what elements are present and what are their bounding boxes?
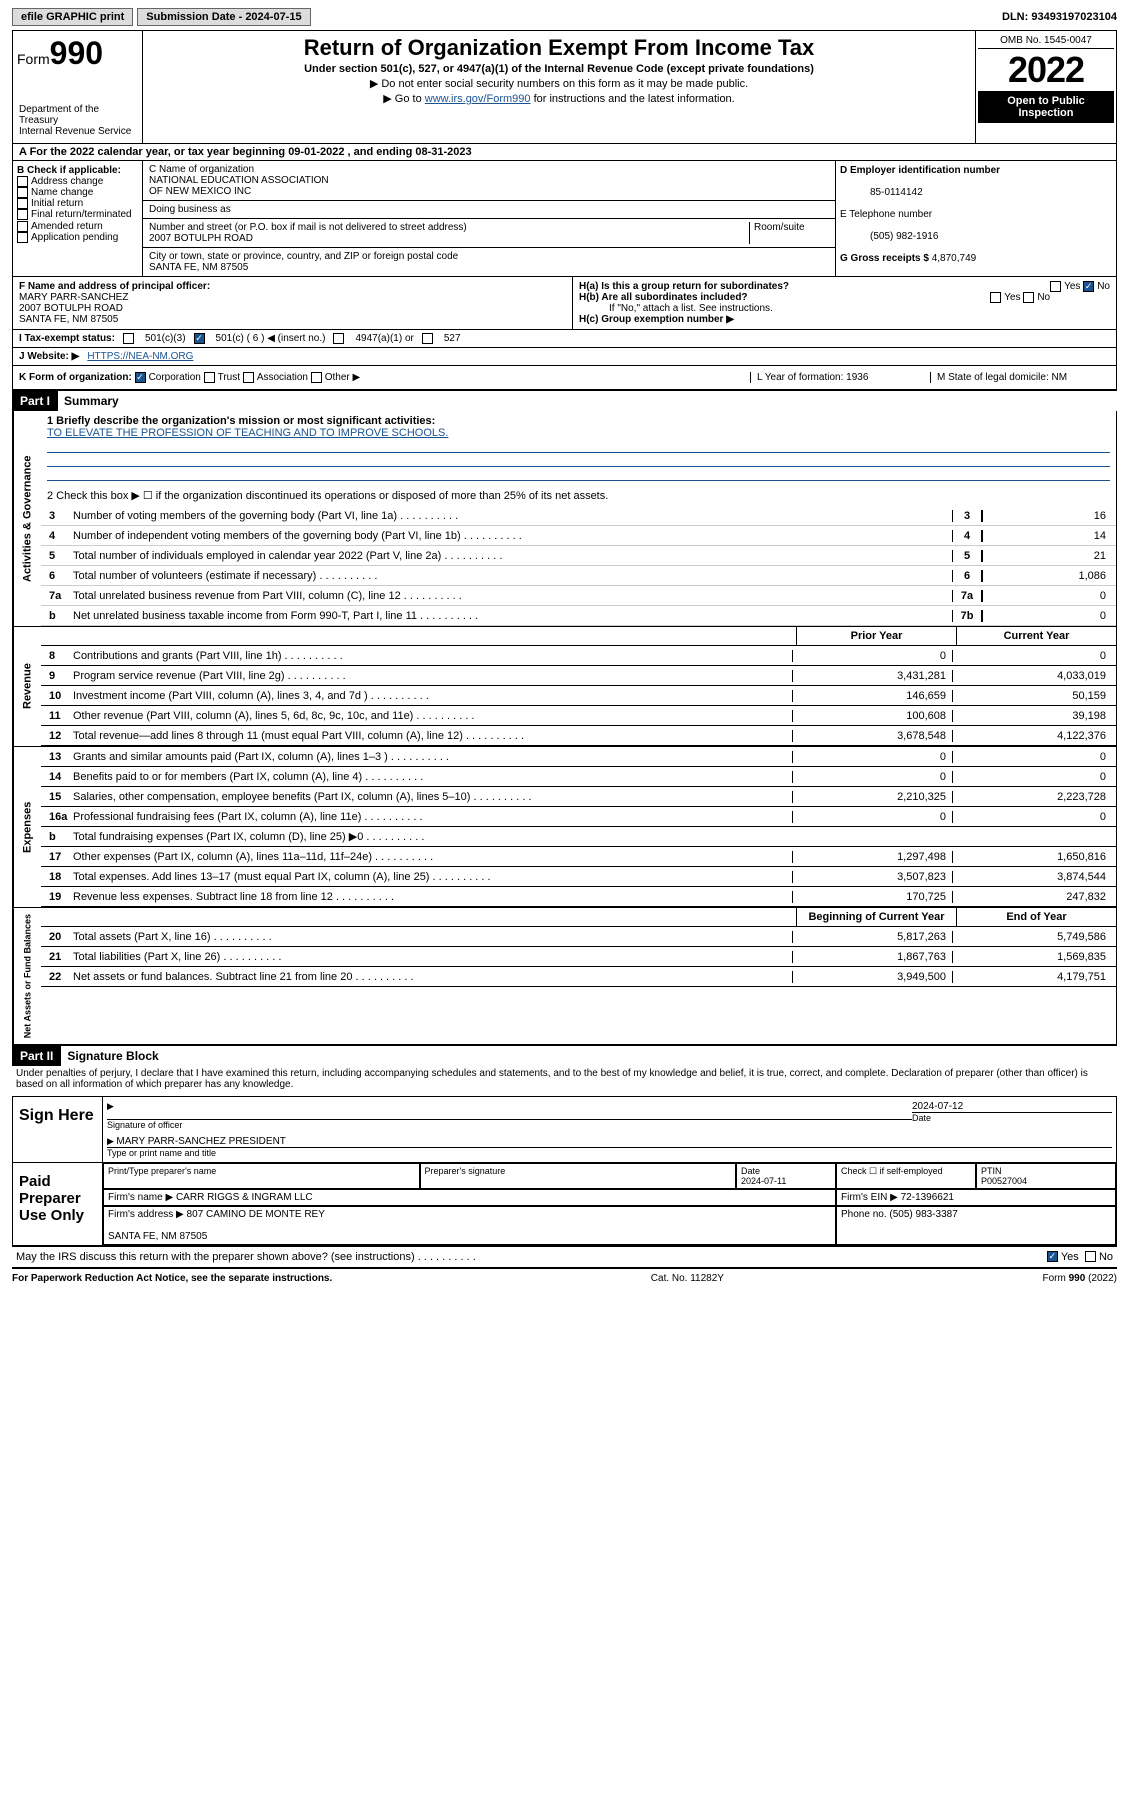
form-header: Form990 Department of the Treasury Inter…	[12, 30, 1117, 144]
firm-ein: 72-1396621	[901, 1192, 954, 1203]
tax-year: 2022	[978, 49, 1114, 91]
row-klm: K Form of organization: Corporation Trus…	[12, 366, 1117, 390]
line-6: 6 Total number of volunteers (estimate i…	[41, 566, 1116, 586]
efile-button[interactable]: efile GRAPHIC print	[12, 8, 133, 26]
line-b: b Net unrelated business taxable income …	[41, 606, 1116, 626]
col-begin-year: Beginning of Current Year	[796, 908, 956, 926]
line-18: 18 Total expenses. Add lines 13–17 (must…	[41, 867, 1116, 887]
officer-printed: MARY PARR-SANCHEZ PRESIDENT	[116, 1136, 285, 1147]
subtitle-1: Under section 501(c), 527, or 4947(a)(1)…	[151, 63, 967, 75]
subtitle-2: ▶ Do not enter social security numbers o…	[151, 77, 967, 90]
form-number: Form990	[17, 35, 138, 72]
officer-addr: 2007 BOTULPH ROAD SANTA FE, NM 87505	[19, 303, 123, 325]
dept-treasury: Department of the Treasury Internal Reve…	[17, 102, 138, 139]
sign-here-label: Sign Here	[13, 1097, 103, 1162]
phone: (505) 982-1916	[840, 231, 938, 242]
firm-phone: (505) 983-3387	[889, 1209, 957, 1220]
line-10: 10 Investment income (Part VIII, column …	[41, 686, 1116, 706]
sig-date: 2024-07-12	[912, 1101, 1112, 1112]
line-14: 14 Benefits paid to or for members (Part…	[41, 767, 1116, 787]
section-bcde: B Check if applicable: Address change Na…	[12, 161, 1117, 277]
year-formation: L Year of formation: 1936	[750, 372, 930, 383]
col-current-year: Current Year	[956, 627, 1116, 645]
line-22: 22 Net assets or fund balances. Subtract…	[41, 967, 1116, 987]
top-bar: efile GRAPHIC print Submission Date - 20…	[12, 8, 1117, 26]
dln: DLN: 93493197023104	[1002, 11, 1117, 23]
ptin: P00527004	[981, 1176, 1027, 1186]
part2-header: Part II Signature Block	[12, 1045, 1117, 1066]
discuss-no[interactable]	[1085, 1251, 1096, 1262]
box-b: B Check if applicable: Address change Na…	[13, 161, 143, 276]
subtitle-3: ▶ Go to www.irs.gov/Form990 for instruct…	[151, 92, 967, 105]
signature-block: Sign Here Signature of officer 2024-07-1…	[12, 1096, 1117, 1247]
line-21: 21 Total liabilities (Part X, line 26) 1…	[41, 947, 1116, 967]
part1-header: Part I Summary	[12, 390, 1117, 411]
col-prior-year: Prior Year	[796, 627, 956, 645]
website-link[interactable]: HTTPS://NEA-NM.ORG	[87, 351, 193, 362]
line-16a: 16a Professional fundraising fees (Part …	[41, 807, 1116, 827]
line-3: 3 Number of voting members of the govern…	[41, 506, 1116, 526]
line-8: 8 Contributions and grants (Part VIII, l…	[41, 646, 1116, 666]
prep-date: 2024-07-11	[741, 1176, 786, 1186]
irs-link[interactable]: www.irs.gov/Form990	[425, 93, 531, 105]
line-b: b Total fundraising expenses (Part IX, c…	[41, 827, 1116, 847]
row-j: J Website: ▶ HTTPS://NEA-NM.ORG	[12, 348, 1117, 366]
ein: 85-0114142	[840, 187, 923, 198]
paid-preparer-label: Paid Preparer Use Only	[13, 1163, 103, 1245]
line-11: 11 Other revenue (Part VIII, column (A),…	[41, 706, 1116, 726]
line-19: 19 Revenue less expenses. Subtract line …	[41, 887, 1116, 907]
line-20: 20 Total assets (Part X, line 16) 5,817,…	[41, 927, 1116, 947]
line-7a: 7a Total unrelated business revenue from…	[41, 586, 1116, 606]
officer-name: MARY PARR-SANCHEZ	[19, 292, 128, 303]
discuss-yes[interactable]	[1047, 1251, 1058, 1262]
declaration: Under penalties of perjury, I declare th…	[12, 1066, 1117, 1092]
row-fh: F Name and address of principal officer:…	[12, 277, 1117, 330]
line-13: 13 Grants and similar amounts paid (Part…	[41, 747, 1116, 767]
row-a-tax-year: A For the 2022 calendar year, or tax yea…	[12, 144, 1117, 161]
line-4: 4 Number of independent voting members o…	[41, 526, 1116, 546]
vert-governance: Activities & Governance	[13, 411, 41, 626]
line-12: 12 Total revenue—add lines 8 through 11 …	[41, 726, 1116, 746]
line-9: 9 Program service revenue (Part VIII, li…	[41, 666, 1116, 686]
col-end-year: End of Year	[956, 908, 1116, 926]
discuss-question: May the IRS discuss this return with the…	[16, 1251, 1047, 1263]
line-5: 5 Total number of individuals employed i…	[41, 546, 1116, 566]
form-title: Return of Organization Exempt From Incom…	[151, 35, 967, 61]
vert-net-assets: Net Assets or Fund Balances	[13, 908, 41, 1044]
open-public: Open to Public Inspection	[978, 91, 1114, 123]
box-de: D Employer identification number 85-0114…	[836, 161, 1116, 276]
line-15: 15 Salaries, other compensation, employe…	[41, 787, 1116, 807]
line-17: 17 Other expenses (Part IX, column (A), …	[41, 847, 1116, 867]
firm-name: CARR RIGGS & INGRAM LLC	[176, 1192, 313, 1203]
omb-number: OMB No. 1545-0047	[978, 33, 1114, 49]
row-i: I Tax-exempt status: 501(c)(3) 501(c) ( …	[12, 330, 1117, 348]
gross-receipts: 4,870,749	[932, 253, 977, 264]
box-c: C Name of organizationNATIONAL EDUCATION…	[143, 161, 836, 276]
org-city: SANTA FE, NM 87505	[149, 262, 248, 273]
self-employed-check[interactable]: Check ☐ if self-employed	[836, 1163, 976, 1189]
org-address: 2007 BOTULPH ROAD	[149, 233, 253, 244]
vert-expenses: Expenses	[13, 747, 41, 907]
line-2: 2 Check this box ▶ ☐ if the organization…	[41, 485, 1116, 506]
state-domicile: M State of legal domicile: NM	[930, 372, 1110, 383]
vert-revenue: Revenue	[13, 627, 41, 746]
mission-text: TO ELEVATE THE PROFESSION OF TEACHING AN…	[47, 427, 448, 439]
org-name: NATIONAL EDUCATION ASSOCIATION OF NEW ME…	[149, 175, 329, 197]
page-footer: For Paperwork Reduction Act Notice, see …	[12, 1269, 1117, 1288]
submission-date: Submission Date - 2024-07-15	[137, 8, 310, 26]
